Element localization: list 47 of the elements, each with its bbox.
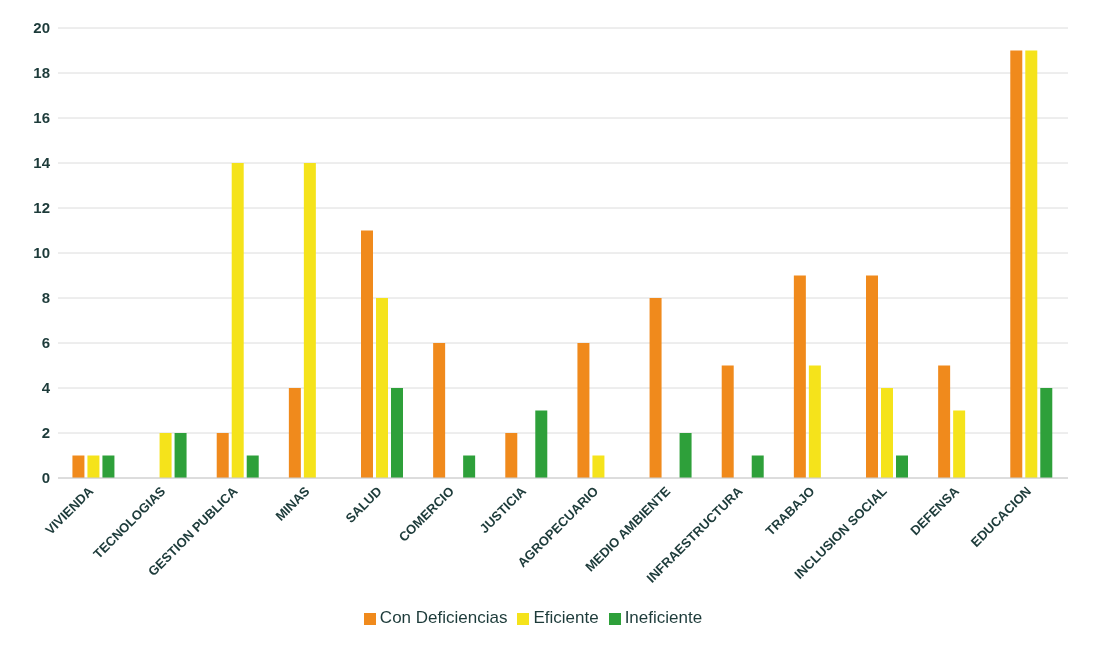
bar: [751, 455, 764, 478]
y-tick-label: 10: [33, 244, 50, 262]
bar: [174, 433, 187, 478]
y-tick-label: 4: [41, 379, 51, 397]
y-tick-label: 12: [33, 199, 50, 217]
bar: [505, 433, 518, 478]
bar: [433, 343, 446, 478]
y-tick-label: 18: [33, 64, 50, 82]
bar: [535, 410, 548, 478]
y-tick-label: 8: [41, 289, 50, 307]
legend-label: Ineficiente: [624, 608, 703, 627]
bar: [391, 388, 403, 478]
bar: [102, 455, 115, 478]
bar: [577, 343, 590, 478]
bar: [159, 433, 172, 478]
bar: [881, 388, 893, 478]
y-tick-label: 2: [41, 424, 50, 442]
bar: [953, 410, 966, 478]
bar: [288, 388, 301, 478]
legend-label: Eficiente: [533, 608, 599, 627]
bar: [679, 433, 692, 478]
y-tick-label: 0: [41, 469, 50, 487]
bar: [463, 455, 476, 478]
bar: [793, 275, 806, 478]
bar: [866, 275, 878, 478]
bar: [376, 298, 388, 478]
bar: [721, 365, 734, 478]
bar: [1010, 50, 1023, 478]
bar: [72, 455, 85, 478]
bar: [361, 230, 373, 478]
bar: [938, 365, 951, 478]
y-tick-label: 14: [33, 154, 51, 172]
bar: [896, 455, 908, 478]
bar: [592, 455, 605, 478]
bar: [231, 163, 244, 478]
y-tick-label: 20: [33, 19, 50, 37]
bar: [649, 298, 662, 478]
legend-label: Con Deficiencias: [379, 608, 508, 627]
bar: [87, 455, 100, 478]
bar: [1025, 50, 1038, 478]
bar: [1040, 388, 1053, 478]
y-tick-label: 6: [41, 334, 50, 352]
bar: [216, 433, 229, 478]
bar: [808, 365, 821, 478]
bar: [246, 455, 259, 478]
y-tick-label: 16: [33, 109, 50, 127]
bar: [303, 163, 316, 478]
